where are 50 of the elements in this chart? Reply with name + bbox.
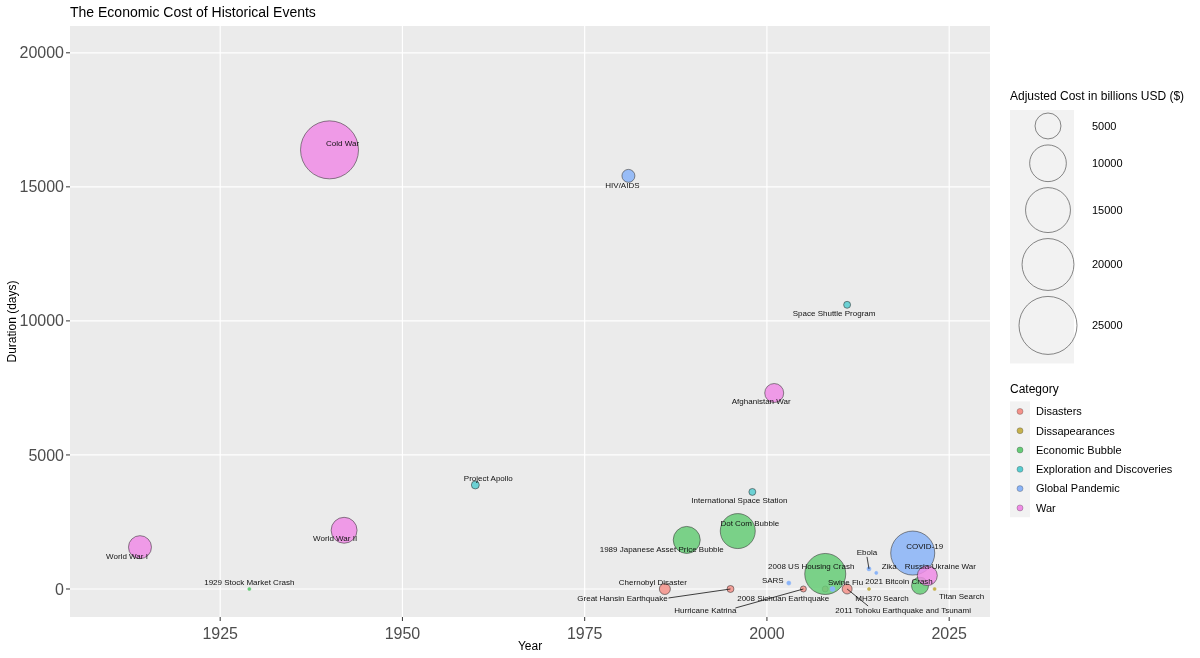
annotation: Project Apollo xyxy=(463,473,514,483)
legend-label: 20000 xyxy=(1092,258,1123,271)
text: Adjusted Cost in billions USD ($) xyxy=(1010,89,1185,103)
annotation: Hurricane Katrina xyxy=(674,605,738,615)
legend-label: War xyxy=(1036,501,1057,514)
annotation: Dot Com Bubble xyxy=(720,518,780,528)
annotation: Cold War xyxy=(326,138,360,148)
x-tick-label: 1950 xyxy=(384,625,421,642)
legend-label: Economic Bubble xyxy=(1036,443,1122,456)
x-tick-label: 1975 xyxy=(566,625,603,642)
annotation: Russia-Ukraine War xyxy=(904,562,977,572)
annotation: SARS xyxy=(761,575,784,585)
x-axis-title: Year xyxy=(517,639,543,653)
annotation: Space Shuttle Program xyxy=(792,308,876,318)
annotation: Afghanistan War xyxy=(731,396,791,406)
x-tick-label: 1925 xyxy=(202,625,239,642)
x-tick-label: 2025 xyxy=(931,625,968,642)
legend-label: Global Pandemic xyxy=(1036,482,1121,495)
legend-label: Disasters xyxy=(1036,405,1083,418)
annotation: 2021 Bitcoin Crash xyxy=(865,576,933,586)
annotation: 1929 Stock Market Crash xyxy=(204,577,295,587)
annotation: Zika xyxy=(881,561,898,571)
annotation: Titan Search xyxy=(939,591,985,601)
annotation: World War I xyxy=(106,551,148,561)
y-tick-label: 5000 xyxy=(28,446,65,464)
y-tick-label: 20000 xyxy=(19,44,65,62)
annotation: Great Hansin Earthquake xyxy=(577,593,669,603)
y-tick-label: 15000 xyxy=(19,178,65,196)
y-tick-label: 10000 xyxy=(19,312,65,330)
annotation: Chernobyl Disaster xyxy=(618,577,688,587)
legend-label: 10000 xyxy=(1092,157,1123,170)
chart-title: The Economic Cost of Historical Events xyxy=(70,4,316,20)
annotation: COVID-19 xyxy=(906,541,944,551)
legend-label: 5000 xyxy=(1092,119,1117,132)
legend-label: 25000 xyxy=(1092,319,1123,332)
y-tick-label: 0 xyxy=(55,580,65,598)
annotation: Ebola xyxy=(856,547,878,557)
y-axis-title: Duration (days) xyxy=(5,280,19,363)
annotation: 2011 Tohoku Earthquake and Tsunami xyxy=(835,605,972,615)
x-tick-label: 2000 xyxy=(749,625,785,642)
legend-title: Category xyxy=(1010,382,1059,397)
annotation: HIV/AIDS xyxy=(605,180,640,190)
legend-label: 15000 xyxy=(1092,203,1123,216)
annotation: Swine Flu xyxy=(827,577,864,587)
legend-label: Dissapearances xyxy=(1036,424,1116,437)
annotation: World War II xyxy=(313,534,358,544)
legend-label: Exploration and Discoveries xyxy=(1036,463,1173,476)
annotation: MH370 Search xyxy=(855,593,909,603)
annotation: International Space Station xyxy=(691,495,788,505)
annotation: 1989 Japanese Asset Price Bubble xyxy=(599,544,725,554)
